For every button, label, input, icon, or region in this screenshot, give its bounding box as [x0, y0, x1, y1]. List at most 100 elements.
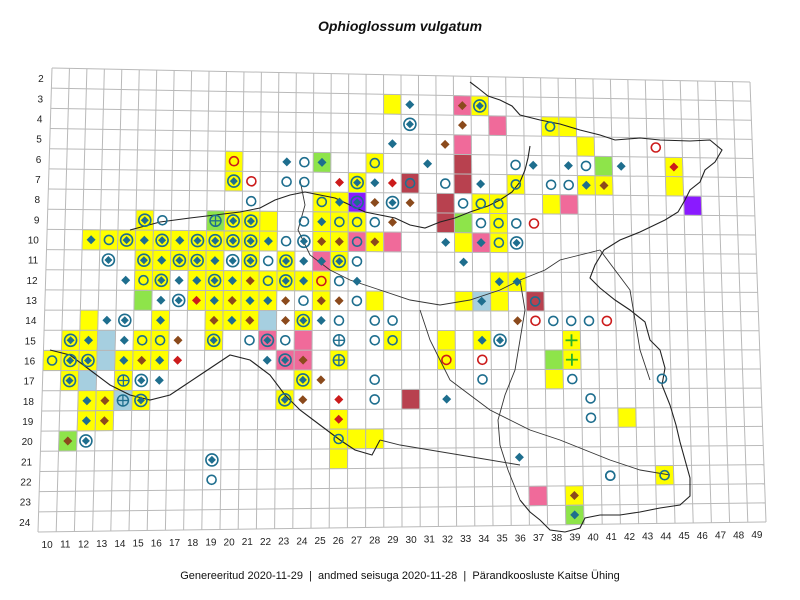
grid-cell-yellow — [329, 448, 348, 470]
occurrence-diamond — [119, 355, 129, 365]
occurrence-diamond — [156, 295, 166, 305]
grid-cell-yellow — [383, 330, 402, 351]
col-label: 43 — [642, 532, 654, 543]
occurrence-diamond — [209, 315, 219, 325]
grid-line-vertical — [644, 79, 658, 524]
grid-line-vertical — [146, 70, 158, 531]
occurrence-diamond — [173, 335, 183, 345]
occurrence-red-circle — [316, 275, 327, 287]
col-label: 48 — [733, 530, 745, 541]
occurrence-diamond — [157, 276, 166, 285]
separator: | — [309, 570, 312, 582]
occurrence-diamond — [514, 452, 524, 462]
occurrence-circle — [369, 334, 381, 346]
occurrence-circle — [278, 353, 292, 367]
grid-cell-darkred — [453, 153, 473, 175]
occurrence-diamond — [66, 356, 75, 365]
occurrence-diamond — [102, 315, 112, 325]
grid-line-horizontal — [40, 444, 764, 452]
grid-cell-yellow — [490, 291, 509, 312]
col-label: 41 — [606, 532, 618, 543]
occurrence-diamond — [282, 257, 290, 265]
grid-line-vertical — [575, 78, 585, 525]
row-label: 3 — [38, 94, 44, 105]
occurrence-diamond — [335, 177, 344, 187]
occurrence-circle — [351, 256, 363, 267]
coastline — [469, 81, 723, 533]
grid-cell-yellow — [365, 290, 385, 312]
col-label: 42 — [624, 532, 636, 543]
occurrence-diamond — [282, 157, 292, 167]
occurrence-diamond — [457, 101, 467, 111]
occurrence-red-circle — [650, 142, 662, 153]
occurrence-circle — [103, 234, 115, 246]
grid-cell-yellow — [259, 210, 278, 232]
row-label: 24 — [19, 518, 31, 529]
occurrence-diamond — [405, 198, 415, 208]
grid-line-vertical — [557, 78, 567, 525]
grid-line-horizontal — [41, 425, 763, 432]
occurrence-circle — [298, 216, 310, 227]
occurrence-diamond — [475, 101, 484, 110]
grid-line-horizontal — [47, 228, 756, 236]
occurrence-diamond — [245, 315, 255, 325]
grid-cell-yellow — [489, 232, 509, 253]
occurrence-diamond — [211, 236, 220, 245]
grid-line-vertical — [346, 73, 350, 528]
occurrence-circle — [475, 217, 487, 229]
occurrence-diamond — [210, 276, 219, 285]
row-label: 11 — [28, 256, 39, 267]
occurrence-diamond — [84, 335, 93, 345]
row-label: 2 — [38, 74, 44, 85]
occurrence-diamond — [334, 395, 344, 404]
row-label: 4 — [37, 114, 43, 125]
occurrence-circle — [281, 176, 292, 187]
grid-layer — [37, 67, 767, 533]
occurrence-circle — [583, 315, 595, 327]
occurrence-circle — [333, 433, 344, 445]
col-label: 34 — [478, 534, 490, 545]
col-label: 39 — [569, 533, 581, 544]
occurrence-circle — [566, 373, 578, 385]
occurrence-diamond — [192, 295, 201, 305]
grid-line-vertical — [164, 70, 175, 531]
grid-cell-yellow — [150, 329, 170, 351]
occurrence-circle — [472, 99, 487, 113]
grid-line-horizontal — [41, 406, 762, 412]
occurrence-circle — [154, 334, 166, 346]
grid-cell-yellow — [132, 329, 152, 351]
occurrence-diamond — [227, 315, 237, 325]
grid-line-horizontal — [51, 67, 751, 83]
occurrence-circle — [63, 333, 78, 348]
occurrence-diamond — [616, 161, 626, 171]
grid-cell-yellow — [654, 465, 675, 486]
occurrence-diamond — [370, 178, 380, 188]
row-label: 6 — [36, 155, 42, 166]
occurrence-diamond — [569, 491, 579, 500]
occurrence-circle — [493, 333, 507, 348]
occurrence-diamond — [173, 355, 183, 365]
occurrence-diamond — [193, 256, 202, 265]
grid-line-horizontal — [48, 168, 754, 179]
occurrence-circle — [369, 157, 381, 169]
row-label: 22 — [20, 478, 32, 489]
occurrence-diamond — [281, 316, 290, 325]
data-label: andmed seisuga — [318, 570, 399, 582]
grid-cell-yellow — [544, 369, 564, 390]
occurrence-circle — [604, 470, 616, 482]
occurrence-diamond — [136, 396, 145, 405]
occurrence-diamond — [442, 394, 452, 404]
occurrence-diamond — [476, 238, 486, 248]
grid-cell-yellow — [542, 194, 561, 215]
grid-cell-lightgreen — [544, 349, 564, 370]
occurrence-diamond — [423, 159, 433, 169]
occurrence-diamond — [335, 197, 344, 207]
grid-line-vertical — [609, 79, 621, 525]
occurrence-diamond — [246, 237, 255, 245]
occurrence-circle — [226, 234, 240, 248]
occurrence-diamond — [388, 198, 397, 207]
col-label: 33 — [460, 534, 472, 545]
grid-line-vertical — [522, 77, 530, 526]
south-coast — [49, 349, 381, 456]
occurrence-circle — [369, 216, 381, 228]
